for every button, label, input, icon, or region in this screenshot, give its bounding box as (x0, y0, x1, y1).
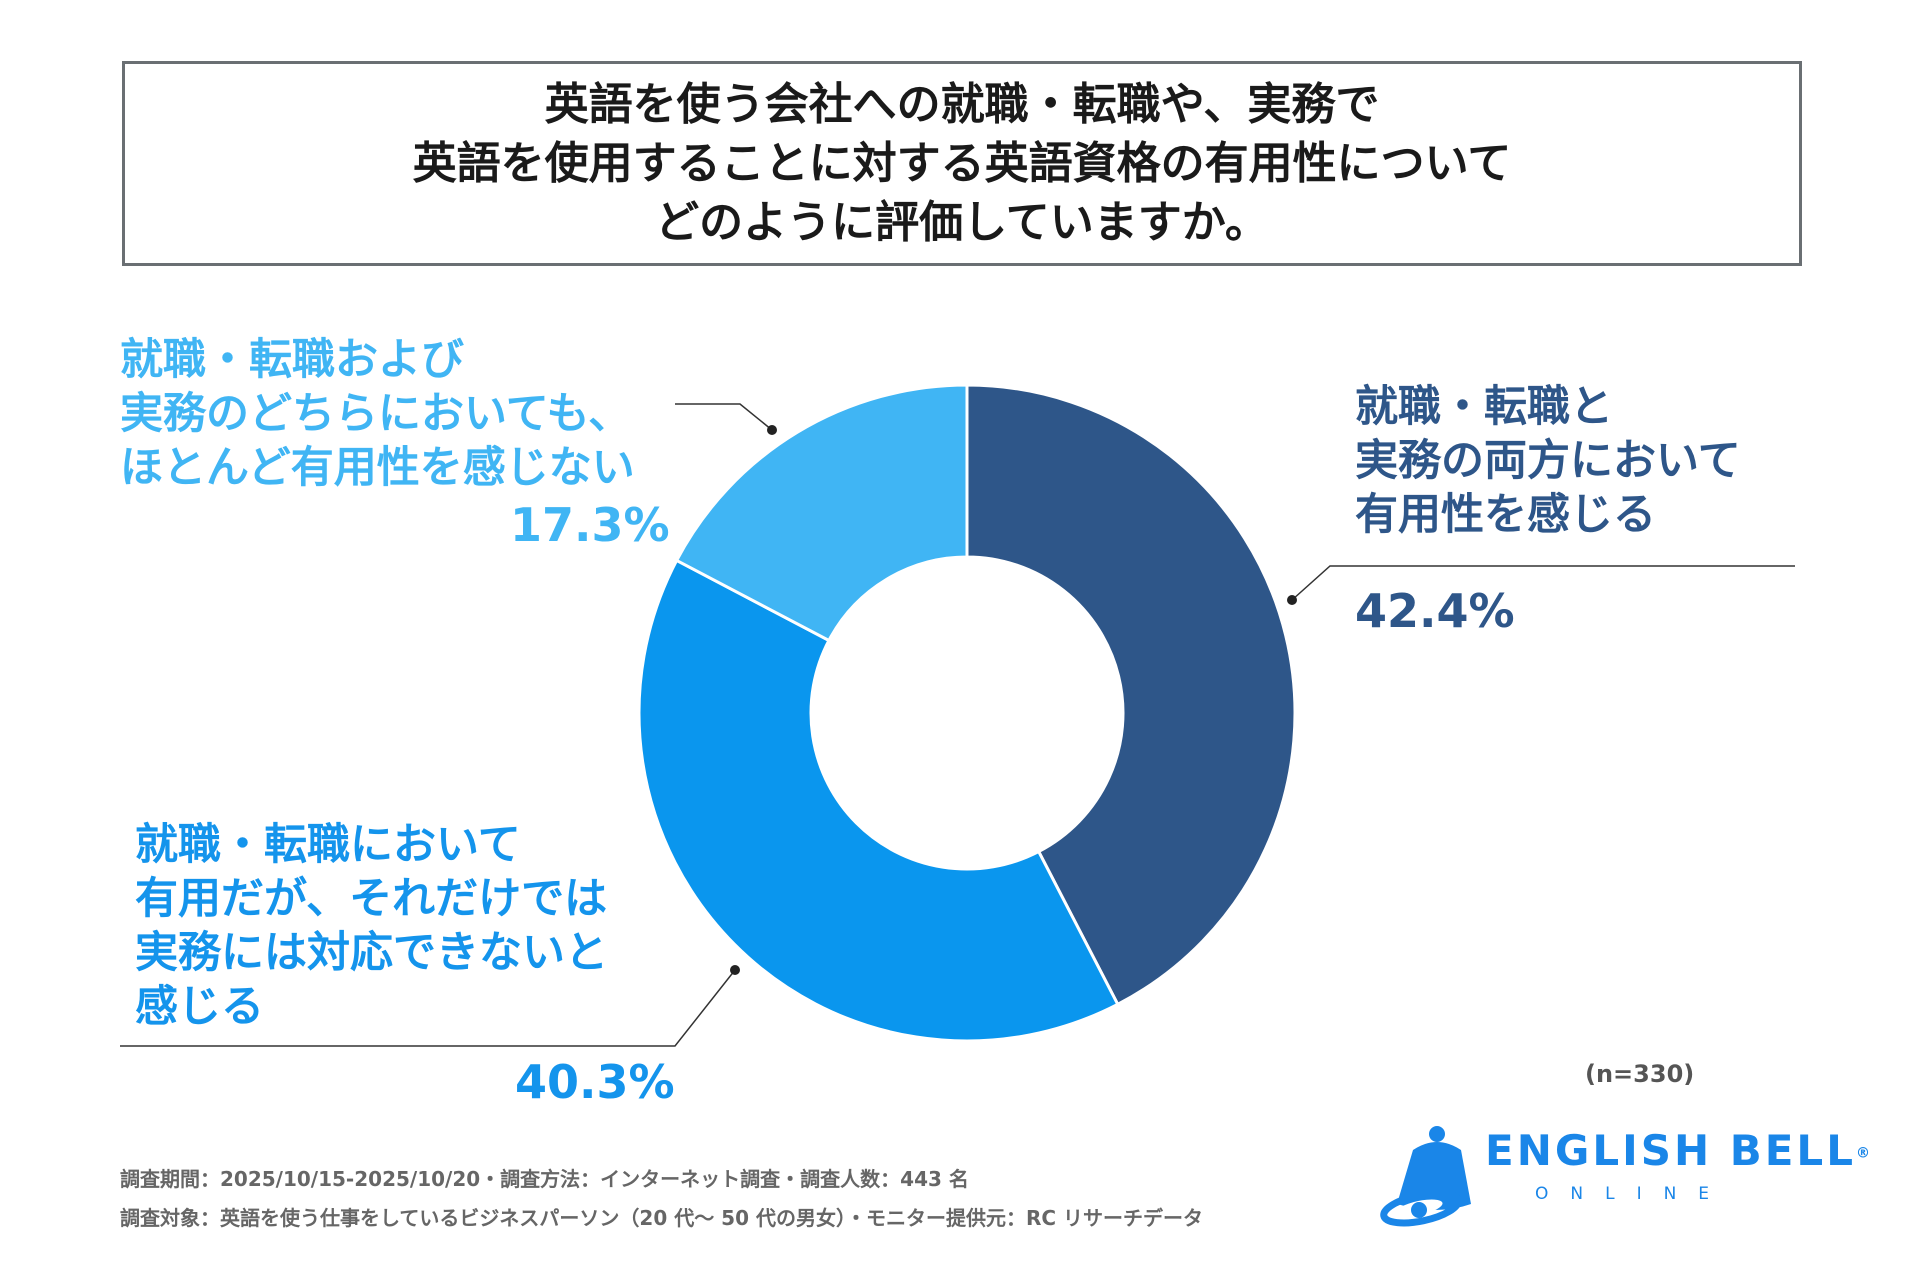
registered-mark: ® (1855, 1145, 1870, 1162)
sample-size-note: (n=330) (1585, 1060, 1695, 1088)
slice-label-line: 就職・転職と (1355, 382, 1613, 432)
slice-label-both: 就職・転職と 実務の両方において 有用性を感じる (1355, 380, 1741, 542)
slice-label-line: 就職・転職において (135, 820, 521, 870)
slice-value-none: 17.3% (510, 498, 670, 552)
leader-line-both (1291, 565, 1795, 601)
slice-label-job: 就職・転職において 有用だが、それだけでは 実務には対応できないと 感じる (135, 818, 608, 1034)
english-bell-logo: ENGLISH BELL® ONLINE (1375, 1120, 1870, 1230)
question-title-box: 英語を使う会社への就職・転職や、実務で 英語を使用することに対する英語資格の有用… (122, 61, 1802, 266)
slice-label-line: 感じる (135, 982, 264, 1032)
slice-label-line: 有用性を感じる (1355, 490, 1656, 540)
leader-dot-both (1287, 595, 1297, 605)
donut-slice-job (637, 558, 1120, 1043)
slice-value-both: 42.4% (1355, 584, 1515, 638)
slice-label-line: 実務には対応できないと (135, 928, 608, 978)
title-line-1: 英語を使う会社への就職・転職や、実務で (544, 79, 1380, 130)
slice-value-job: 40.3% (515, 1055, 675, 1109)
survey-footnote-2: 調査対象：英語を使う仕事をしているビジネスパーソン（20 代～ 50 代の男女）… (120, 1206, 1203, 1230)
logo-brand-text: ENGLISH BELL® (1485, 1126, 1870, 1175)
survey-footnote-1: 調査期間：2025/10/15-2025/10/20・調査方法：インターネット調… (120, 1167, 969, 1191)
slice-label-line: 実務のどちらにおいても、 (120, 389, 632, 439)
slice-label-none: 就職・転職および 実務のどちらにおいても、 ほとんど有用性を感じない (120, 333, 635, 495)
slice-label-line: 実務の両方において (1355, 436, 1741, 486)
leader-dot-none (767, 425, 777, 435)
slice-label-line: ほとんど有用性を感じない (120, 443, 635, 493)
logo-sub-text: ONLINE (1535, 1184, 1732, 1204)
donut-slices (637, 383, 1297, 1043)
title-line-2: 英語を使用することに対する英語資格の有用性について (412, 138, 1512, 189)
leader-line-none (675, 403, 773, 431)
leader-line-job (120, 969, 736, 1047)
leader-dot-job (730, 965, 740, 975)
leader-lines (120, 403, 1795, 1047)
donut-slice-both (965, 383, 1297, 1007)
slice-label-line: 有用だが、それだけでは (135, 874, 608, 924)
slice-label-line: 就職・転職および (120, 335, 464, 385)
logo-brand-name: ENGLISH BELL (1485, 1126, 1856, 1175)
donut-slice-none (674, 383, 969, 643)
title-line-3: どのように評価していますか。 (655, 197, 1269, 248)
bell-icon (1380, 1126, 1471, 1227)
